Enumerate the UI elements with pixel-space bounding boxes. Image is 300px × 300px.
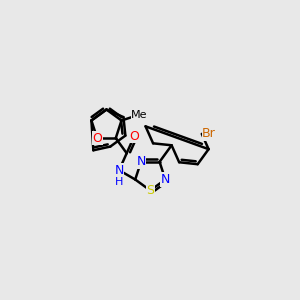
Text: Me: Me — [131, 110, 147, 120]
Text: S: S — [146, 184, 154, 197]
Text: H: H — [115, 177, 123, 187]
Text: N: N — [160, 173, 170, 186]
Text: N: N — [136, 155, 146, 168]
Text: O: O — [92, 132, 102, 145]
Text: N: N — [114, 164, 124, 177]
Text: O: O — [129, 130, 139, 143]
Text: Br: Br — [202, 128, 215, 140]
